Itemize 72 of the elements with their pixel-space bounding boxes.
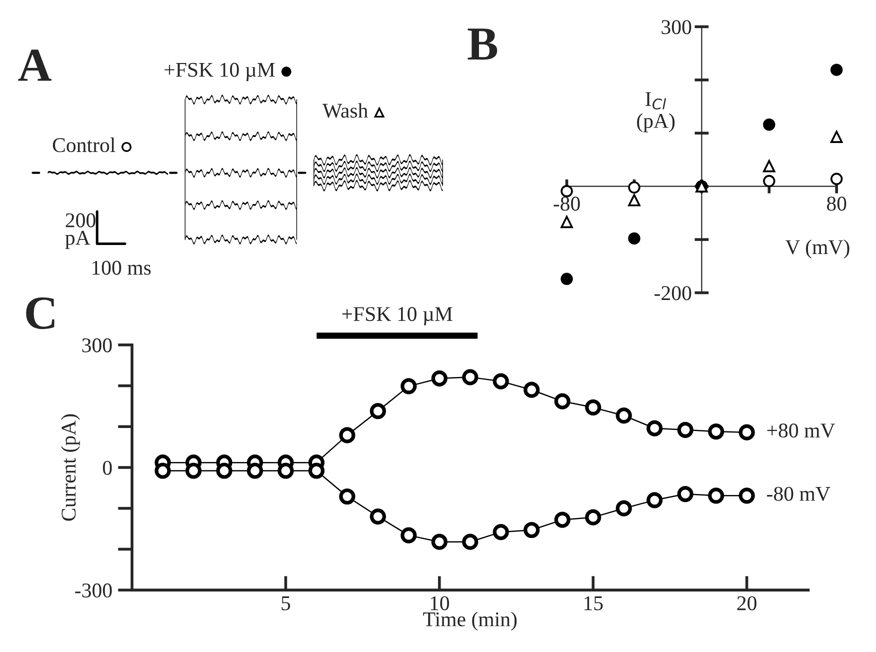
- text: 100 ms: [92, 260, 151, 275]
- x-axis-title: V (mV): [785, 240, 850, 258]
- point: [646, 420, 663, 436]
- point: [492, 373, 509, 390]
- point: [585, 509, 602, 526]
- series-label: +80 mV: [767, 424, 836, 438]
- point: [560, 272, 573, 286]
- point: [216, 462, 232, 479]
- x-tick-label: 20: [737, 596, 756, 610]
- text: 200 pA: [65, 213, 96, 250]
- point: [554, 393, 570, 410]
- y-axis-title: Current (pA): [61, 414, 80, 521]
- point: [462, 534, 478, 550]
- text: +FSK 10 µM: [164, 62, 275, 82]
- point: [400, 378, 417, 394]
- point: [560, 216, 573, 228]
- point: [830, 172, 843, 186]
- point: [763, 160, 776, 172]
- point: [646, 492, 663, 508]
- point: [738, 488, 755, 504]
- chart-title: B: [468, 28, 498, 60]
- point: [763, 118, 776, 131]
- series-label: -80 mV: [767, 486, 830, 501]
- y-tick-label: 0: [102, 460, 112, 475]
- point: [616, 500, 632, 516]
- text: Control: [52, 138, 116, 152]
- point: [524, 382, 540, 398]
- y-tick-label: 300: [662, 20, 692, 34]
- point: [370, 403, 386, 420]
- text: +FSK 10 µM: [342, 307, 452, 326]
- x-tick-label: 15: [584, 596, 603, 610]
- x-tick-label: 5: [282, 596, 290, 610]
- y-axis-title: I$_{Cl}$ (pA): [637, 92, 675, 132]
- y-tick-label: 300: [82, 338, 112, 352]
- point: [708, 423, 724, 440]
- point: [524, 522, 540, 538]
- point: [616, 408, 632, 424]
- x-tick-label: 10: [430, 596, 450, 610]
- point: [708, 488, 724, 504]
- point: [370, 508, 386, 525]
- x-tick-label: -80: [554, 196, 580, 211]
- point: [431, 370, 448, 386]
- point: [830, 64, 843, 76]
- point: [431, 534, 448, 550]
- point: [400, 527, 417, 544]
- point: [246, 462, 264, 479]
- x-axis-title: Time (min): [423, 612, 517, 631]
- point: [628, 194, 640, 206]
- point: [677, 486, 694, 502]
- point: [738, 424, 755, 440]
- point: [492, 524, 509, 540]
- y-tick-label: -200: [654, 286, 692, 300]
- point: [628, 232, 640, 245]
- point: [339, 488, 356, 505]
- point: [185, 462, 202, 479]
- point: [628, 181, 640, 194]
- point: [560, 185, 573, 198]
- chart-title: C: [26, 297, 54, 330]
- point: [554, 512, 570, 528]
- point: [763, 174, 776, 188]
- y-tick-label: -300: [75, 583, 112, 598]
- point: [830, 130, 843, 143]
- point: [585, 399, 602, 416]
- point: [462, 369, 478, 386]
- point: [677, 422, 694, 438]
- point: [308, 462, 325, 479]
- text: Wash: [322, 103, 368, 118]
- point: [154, 462, 171, 479]
- point: [339, 427, 356, 444]
- point: [278, 462, 294, 479]
- text: A: [18, 50, 52, 81]
- x-tick-label: 80: [826, 196, 846, 211]
